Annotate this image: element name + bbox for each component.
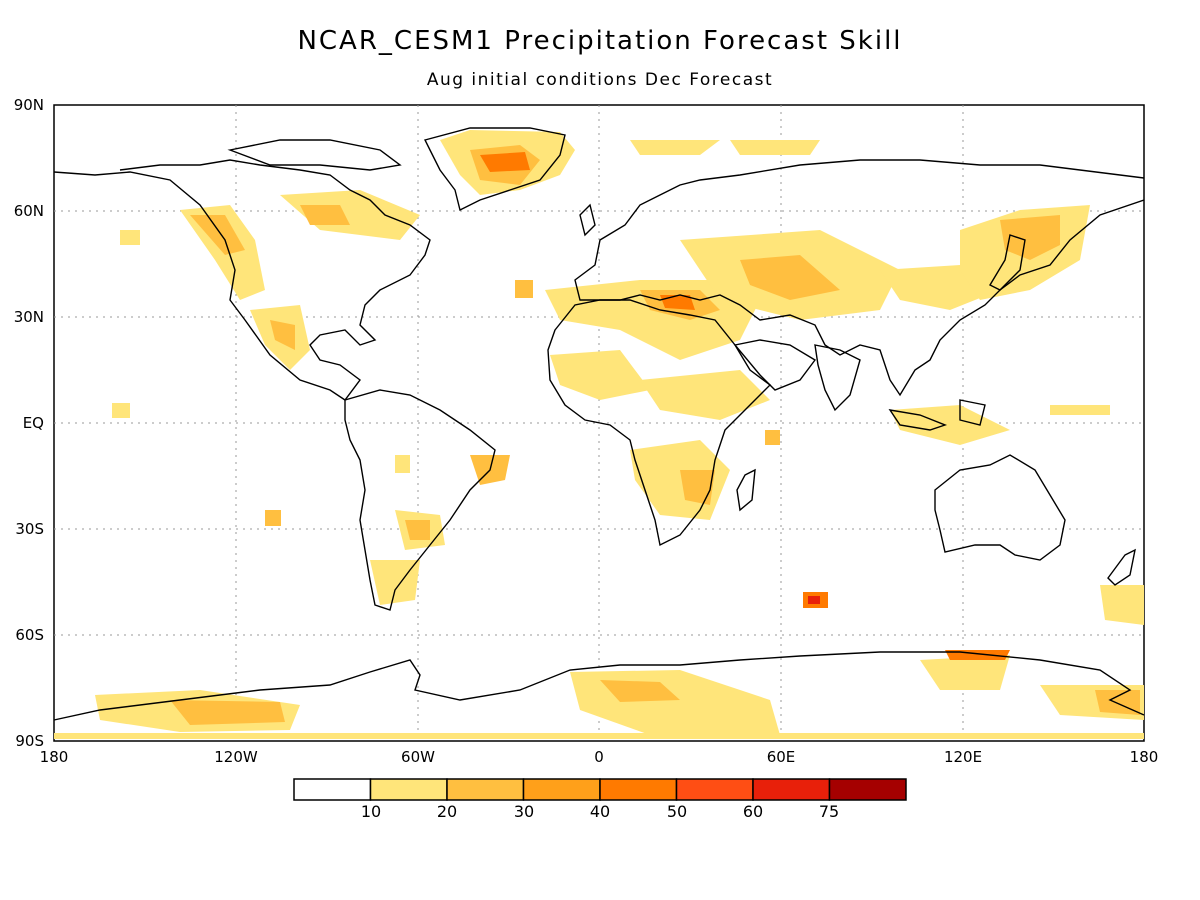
colorbar-box [752, 778, 831, 801]
colorbar-box [828, 778, 907, 801]
skill-shading [54, 130, 1144, 739]
colorbar-label: 75 [818, 802, 840, 821]
colorbar-box [446, 778, 525, 801]
lon-label: 180 [1129, 748, 1159, 766]
lat-label: 90S [15, 732, 44, 750]
colorbar-label: 60 [742, 802, 764, 821]
gridlines [54, 105, 1144, 741]
colorbar-box [293, 778, 372, 801]
colorbar-box [522, 778, 601, 801]
lon-label: 60W [401, 748, 435, 766]
chart-subtitle: Aug initial conditions Dec Forecast [426, 70, 774, 90]
lat-label: 30S [15, 520, 44, 538]
lat-label: 30N [13, 308, 44, 326]
lat-label: 60N [13, 202, 44, 220]
colorbar-label: 40 [589, 802, 611, 821]
coastline-outline [53, 127, 1145, 721]
colorbar-box [675, 778, 754, 801]
colorbar [293, 778, 907, 801]
lon-label: 120W [214, 748, 258, 766]
lat-label: 90N [13, 96, 44, 114]
colorbar-box [599, 778, 678, 801]
colorbar-label: 20 [436, 802, 458, 821]
lon-label: 120E [943, 748, 983, 766]
colorbar-box [369, 778, 448, 801]
lon-label: 180 [39, 748, 69, 766]
colorbar-label: 50 [666, 802, 688, 821]
lon-label: 60E [766, 748, 796, 766]
lon-label: 0 [594, 748, 604, 766]
colorbar-label: 30 [513, 802, 535, 821]
lat-label: EQ [22, 414, 44, 432]
lat-label: 60S [15, 626, 44, 644]
chart-title: NCAR_CESM1 Precipitation Forecast Skill [297, 26, 903, 56]
colorbar-label: 10 [360, 802, 382, 821]
